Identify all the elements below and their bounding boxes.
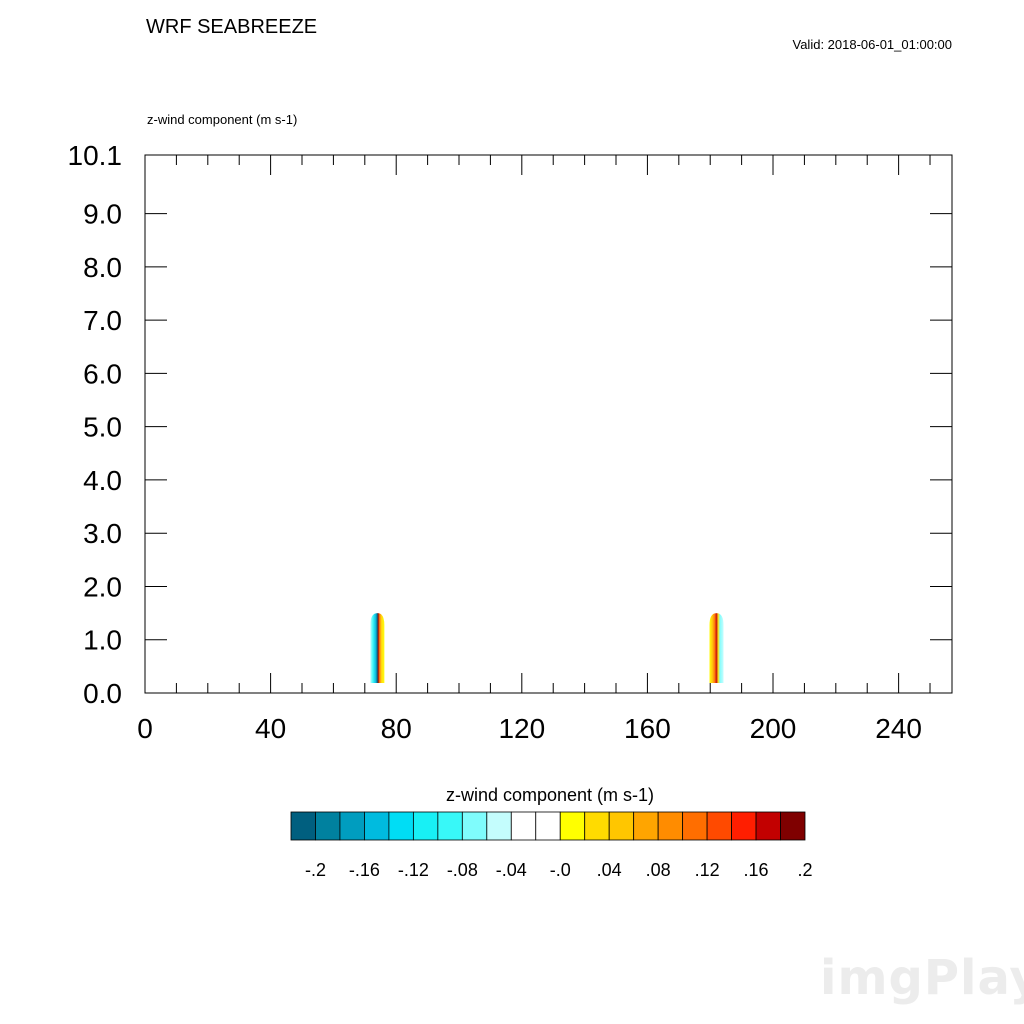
y-tick-label: 4.0 <box>83 465 122 496</box>
colorbar-box <box>755 811 781 841</box>
y-tick-label: 7.0 <box>83 305 122 336</box>
colorbar-box <box>461 811 488 841</box>
y-tick-label: 0.0 <box>83 678 122 709</box>
watermark-logo: imgPlay <box>820 950 1024 1006</box>
y-tick-label: 3.0 <box>83 518 122 549</box>
plot-frame <box>144 154 953 694</box>
colorbar-box <box>706 811 732 841</box>
front-west-cell <box>370 613 385 683</box>
colorbar-box <box>682 811 708 841</box>
y-tick-label: 6.0 <box>83 358 122 389</box>
colorbar-label: .12 <box>695 860 720 880</box>
colorbar-title: z-wind component (m s-1) <box>445 785 655 805</box>
y-tick-label: 10.1 <box>68 140 123 171</box>
colorbar-box <box>608 811 635 841</box>
x-tick-label: 0 <box>137 713 153 744</box>
plot-title: WRF SEABREEZE <box>146 16 318 38</box>
valid-time: Valid: 2018-06-01_01:00:00 <box>792 37 953 52</box>
colorbar-box <box>584 811 610 841</box>
colorbar-box <box>535 811 561 841</box>
colorbar-label: -.08 <box>447 860 478 880</box>
colorbar-label: -.2 <box>305 860 326 880</box>
y-tick-label: 9.0 <box>83 199 122 230</box>
colorbar-box <box>657 811 684 841</box>
colorbar-box <box>486 811 512 841</box>
y-tick-label: 2.0 <box>83 571 122 602</box>
colorbar-box <box>437 811 463 841</box>
colorbar-label: -.16 <box>349 860 380 880</box>
colorbar-label: .16 <box>744 860 769 880</box>
colorbar-box <box>633 811 659 841</box>
colorbar-label: .2 <box>797 860 812 880</box>
y-tick-label: 1.0 <box>83 625 122 656</box>
colorbar-box <box>364 811 390 841</box>
x-tick-label: 200 <box>750 713 797 744</box>
x-tick-label: 40 <box>255 713 286 744</box>
colorbar-box <box>510 811 537 841</box>
y-tick-label: 5.0 <box>83 412 122 443</box>
x-tick-label: 160 <box>624 713 671 744</box>
x-tick-label: 240 <box>875 713 922 744</box>
colorbar-box <box>315 811 341 841</box>
colorbar-label: .08 <box>646 860 671 880</box>
colorbar-box <box>559 811 586 841</box>
colorbar-label: -.12 <box>398 860 429 880</box>
x-tick-label: 120 <box>498 713 545 744</box>
colorbar-box <box>731 811 757 841</box>
colorbar-label: .04 <box>597 860 622 880</box>
y-tick-label: 8.0 <box>83 252 122 283</box>
field-label: z-wind component (m s-1) <box>147 112 298 127</box>
colorbar-box <box>780 811 806 841</box>
colorbar-box <box>290 811 316 841</box>
colorbar-label: -.0 <box>550 860 571 880</box>
colorbar-label: -.04 <box>496 860 527 880</box>
colorbar-box <box>339 811 365 841</box>
x-tick-label: 80 <box>381 713 412 744</box>
colorbar-box <box>412 811 439 841</box>
colorbar-box <box>388 811 414 841</box>
front-east-cell <box>709 613 724 683</box>
